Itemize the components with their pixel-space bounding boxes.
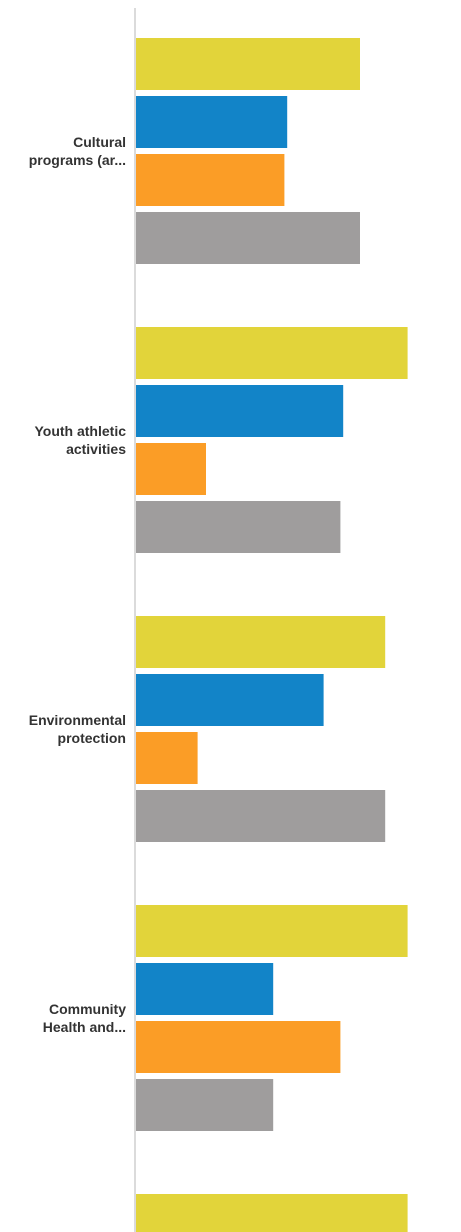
category-label-line: Health and... [43,1019,126,1035]
category-label-1: Cultural programs (ar... [29,134,126,168]
bar-cat3-series3 [136,732,198,784]
category-label-line: Community [49,1001,126,1017]
category-labels: Cultural programs (ar... Youth athletic act… [29,134,126,1035]
bar-cat3-series1 [136,616,386,668]
bar-cat2-series4 [136,501,341,553]
bar-cat3-series2 [136,674,324,726]
category-label-line: programs (ar... [29,152,126,168]
bar-cat1-series3 [136,154,285,206]
bar-cat1-series2 [136,96,288,148]
bar-cat5-series1 [136,1194,408,1232]
category-label-line: protection [58,730,126,746]
category-label-2: Youth athletic activities [34,423,126,457]
category-label-line: activities [66,441,126,457]
category-label-line: Cultural [73,134,126,150]
bar-cat4-series3 [136,1021,341,1073]
bar-cat2-series3 [136,443,206,495]
bar-cat2-series2 [136,385,344,437]
category-label-3: Environmental protection [29,712,126,746]
bar-cat4-series4 [136,1079,274,1131]
category-label-4: Community Health and... [43,1001,126,1035]
bar-cat1-series4 [136,212,360,264]
bar-cat2-series1 [136,327,408,379]
bar-cat4-series1 [136,905,408,957]
category-label-line: Environmental [29,712,126,728]
bar-cat3-series4 [136,790,386,842]
bar-cat4-series2 [136,963,274,1015]
category-label-line: Youth athletic [34,423,126,439]
bars-layer [136,38,408,1232]
bar-cat1-series1 [136,38,360,90]
